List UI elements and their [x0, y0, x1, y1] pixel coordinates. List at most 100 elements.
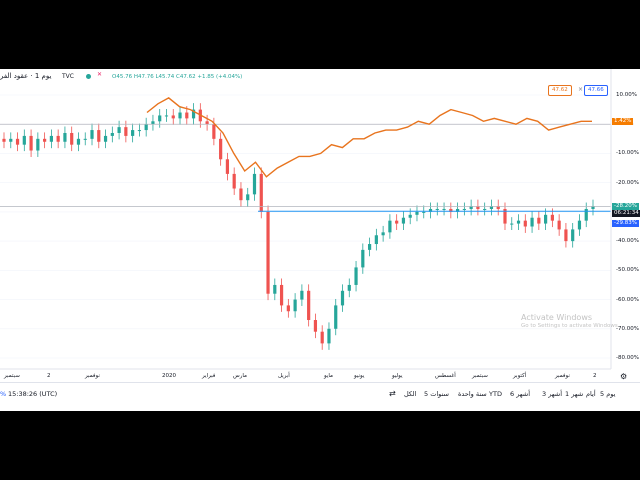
candle-body: [131, 130, 135, 136]
candle-body: [557, 220, 561, 230]
candle-body: [279, 284, 284, 306]
compare-value-left: 47.62: [548, 85, 572, 96]
candle-body: [185, 112, 189, 119]
candle-body: [347, 284, 351, 291]
candle-body: [340, 290, 345, 306]
candle-body: [442, 208, 446, 210]
candle-body: [239, 188, 243, 201]
candle-body: [530, 217, 534, 227]
timeframe-button[interactable]: يوم 5: [600, 390, 616, 398]
candle-body: [286, 305, 290, 312]
timeframe-button[interactable]: الكل: [404, 390, 417, 398]
price-tick-label: -80.00%: [616, 355, 639, 361]
timeframe-button[interactable]: 5 سنوات: [424, 390, 449, 398]
candle-body: [320, 331, 324, 344]
candle-body: [483, 208, 487, 210]
candlestick-series: [2, 103, 595, 350]
candle-body: [273, 284, 277, 294]
candle-body: [449, 208, 453, 212]
timeframe-button[interactable]: 3 أشهر: [542, 390, 563, 398]
bottom-toolbar: % 15:38:26 (UTC) ⇄ يوم 5 أيام 1 شهر 3 أشهر 6…: [0, 382, 640, 411]
candle-body: [36, 138, 40, 151]
candle-body: [307, 290, 311, 321]
gear-icon[interactable]: ⚙: [620, 372, 628, 381]
status-dot-icon: [86, 74, 91, 79]
candle-body: [327, 328, 331, 344]
candle-body: [496, 206, 500, 209]
candle-body: [124, 127, 128, 136]
candle-body: [158, 115, 162, 122]
time-tick-label: سبتمبر: [4, 373, 20, 379]
candle-body: [137, 130, 142, 132]
timeframe-button[interactable]: سنة واحدة: [458, 390, 487, 398]
time-tick-label: سبتمبر: [472, 373, 488, 379]
utc-clock[interactable]: 15:38:26 (UTC): [8, 390, 58, 398]
candle-body: [381, 232, 385, 236]
time-tick-label: 2: [593, 373, 597, 379]
candle-body: [164, 115, 169, 117]
compare-series-line: [146, 97, 592, 178]
candle-body: [191, 109, 196, 119]
price-badge-teal: -28.20%: [612, 203, 639, 210]
candle-body: [537, 217, 541, 224]
price-tick-label: -60.00%: [616, 296, 639, 303]
candle-body: [151, 121, 155, 125]
price-tick-label: -10.00%: [616, 150, 639, 157]
source-label: TVC: [62, 73, 74, 80]
candle-body: [266, 211, 270, 294]
candle-body: [455, 208, 460, 212]
close-icon[interactable]: ✕: [97, 71, 103, 78]
price-badge-blue: -29.83%: [612, 220, 639, 227]
candle-body: [564, 229, 568, 242]
timeframe-button[interactable]: YTD: [489, 390, 502, 398]
price-tick-label: -50.00%: [616, 267, 639, 274]
candle-body: [293, 299, 297, 312]
time-tick-label: فبراير: [202, 373, 216, 379]
candle-body: [252, 173, 257, 195]
candle-body: [56, 135, 60, 142]
timeframe-button[interactable]: أيام: [586, 390, 596, 398]
candle-body: [300, 290, 304, 300]
candle-body: [43, 138, 47, 142]
candle-body: [367, 244, 372, 250]
candle-body: [550, 214, 554, 221]
candle-body: [70, 132, 74, 145]
candle-body: [334, 305, 338, 329]
symbol-title[interactable]: يوم 1 · عقود الفر: [0, 72, 52, 80]
candle-body: [476, 206, 480, 209]
candle-body: [354, 267, 358, 285]
compare-close-icon[interactable]: ×: [578, 86, 584, 93]
time-tick-label: 2020: [162, 373, 176, 379]
date-range-icon[interactable]: ⇄: [389, 389, 396, 398]
candle-body: [110, 132, 114, 136]
candle-body: [435, 208, 439, 210]
candle-body: [225, 159, 230, 174]
candle-body: [415, 211, 419, 215]
candle-body: [523, 220, 527, 227]
candle-body: [428, 208, 433, 212]
candle-body: [178, 112, 182, 119]
candle-body: [97, 130, 101, 142]
time-tick-label: يونيو: [354, 373, 365, 379]
activate-windows-title: Activate Windows: [521, 313, 593, 322]
candle-body: [469, 206, 473, 209]
chart-canvas[interactable]: [0, 69, 640, 411]
candle-body: [90, 130, 94, 139]
candle-body: [22, 135, 26, 145]
candle-body: [76, 138, 81, 145]
compare-value-right: 47.66: [584, 85, 608, 96]
candle-body: [103, 135, 108, 142]
candle-body: [408, 214, 412, 218]
candle-body: [63, 132, 67, 142]
time-tick-label: أغسطس: [435, 373, 456, 379]
percent-toggle[interactable]: %: [0, 390, 7, 398]
candle-body: [584, 208, 588, 221]
candle-body: [232, 173, 236, 189]
timeframe-button[interactable]: 1 شهر: [565, 390, 584, 398]
time-tick-label: أبريل: [278, 373, 290, 379]
candle-body: [144, 124, 148, 131]
candle-body: [212, 124, 216, 139]
candle-body: [462, 208, 466, 210]
timeframe-button[interactable]: 6 أشهر: [510, 390, 531, 398]
time-tick-label: مارس: [233, 373, 247, 379]
